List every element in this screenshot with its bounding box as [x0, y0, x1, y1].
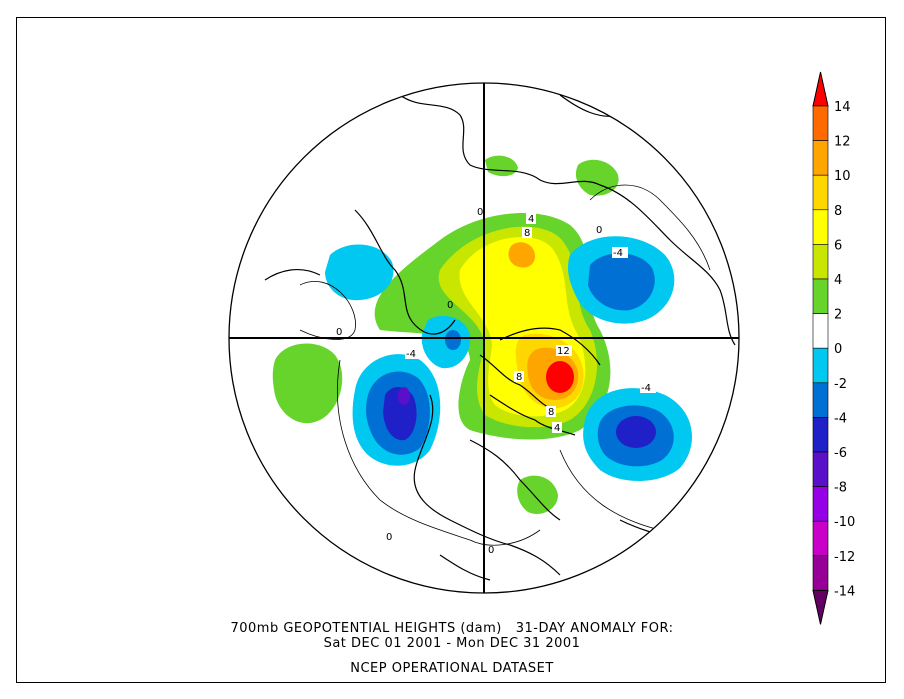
colorbar-label: 8: [834, 204, 842, 219]
colorbar-label: 12: [834, 135, 851, 150]
contour-label: 0: [336, 327, 342, 338]
caption-title: 700mb GEOPOTENTIAL HEIGHTS (dam) 31-DAY …: [230, 621, 674, 636]
contour-label: 4: [528, 214, 534, 225]
colorbar-swatch: [812, 313, 829, 349]
colorbar-label: -6: [834, 446, 847, 461]
colorbar-label: -8: [834, 481, 847, 496]
negative-anomaly-canada-4: [445, 330, 461, 350]
contour-label: 8: [548, 407, 554, 418]
colorbar-label: -4: [834, 411, 847, 426]
positive-patch-siberia: [575, 159, 619, 196]
colorbar-label: -10: [834, 515, 855, 530]
contour-label: 0: [386, 532, 392, 543]
colorbar-swatch: [812, 347, 829, 384]
colorbar-swatch: [812, 105, 829, 141]
contour-label: -4: [641, 383, 651, 394]
contour-label: 0: [447, 300, 453, 311]
contour-label: -4: [613, 248, 623, 259]
colorbar-label: -12: [834, 550, 855, 565]
colorbar-swatch: [812, 244, 829, 280]
colorbar-swatch: [812, 209, 829, 245]
colorbar-label: 4: [834, 273, 842, 288]
colorbar-top-arrow: [812, 71, 829, 107]
contour-label: 4: [554, 423, 560, 434]
coastlines: [264, 94, 736, 581]
colorbar-swatch: [812, 486, 829, 522]
colorbar-label: 6: [834, 238, 842, 253]
colorbar-label: -2: [834, 377, 847, 392]
negative-anomaly-atlantic-6: [616, 416, 656, 448]
negative-anomaly-pacific-8: [398, 387, 410, 405]
contour-label: 0: [596, 225, 602, 236]
positive-patch-bering: [485, 155, 518, 177]
contour-label: 8: [524, 228, 530, 239]
caption-dates: Sat DEC 01 2001 - Mon DEC 31 2001: [323, 636, 581, 651]
contour-label-group: 4 8 0 0 0 0 0 0 -4 -4 -4 12 8 8 4: [336, 207, 656, 556]
colorbar-label: 14: [834, 100, 851, 115]
contour-label: 12: [557, 346, 570, 357]
colorbar-swatch: [812, 451, 829, 487]
colorbar-swatch: [812, 520, 829, 557]
colorbar-label: -14: [834, 584, 855, 599]
anomaly-field: [264, 94, 736, 581]
contour-label: 0: [488, 545, 494, 556]
contour-label: 8: [516, 372, 522, 383]
colorbar-label: 10: [834, 169, 851, 184]
colorbar-label: 2: [834, 308, 842, 323]
positive-patch-west: [272, 343, 343, 424]
colorbar-swatch: [812, 417, 829, 453]
positive-patch-atlantic: [517, 475, 558, 515]
positive-anomaly-12b: [508, 242, 535, 268]
colorbar-label: 0: [834, 342, 842, 357]
colorbar-swatch: [812, 555, 829, 591]
colorbar-bottom-arrow: [812, 589, 829, 625]
colorbar-swatch: [812, 174, 829, 211]
contour-label: 0: [477, 207, 483, 218]
contour-label: -4: [406, 349, 416, 360]
positive-anomaly-14: [546, 361, 574, 393]
colorbar-swatch: [812, 278, 829, 314]
colorbar-swatch: [812, 140, 829, 176]
colorbar-swatch: [812, 382, 829, 418]
colorbar: 14 12 10 8 6 4 2 0 -2 -4 -6 -8 -10 -12 -14: [812, 71, 855, 625]
caption-dataset: NCEP OPERATIONAL DATASET: [350, 661, 554, 676]
negative-anomaly-europe-4: [588, 253, 655, 311]
negative-anomaly-asia: [325, 244, 394, 301]
